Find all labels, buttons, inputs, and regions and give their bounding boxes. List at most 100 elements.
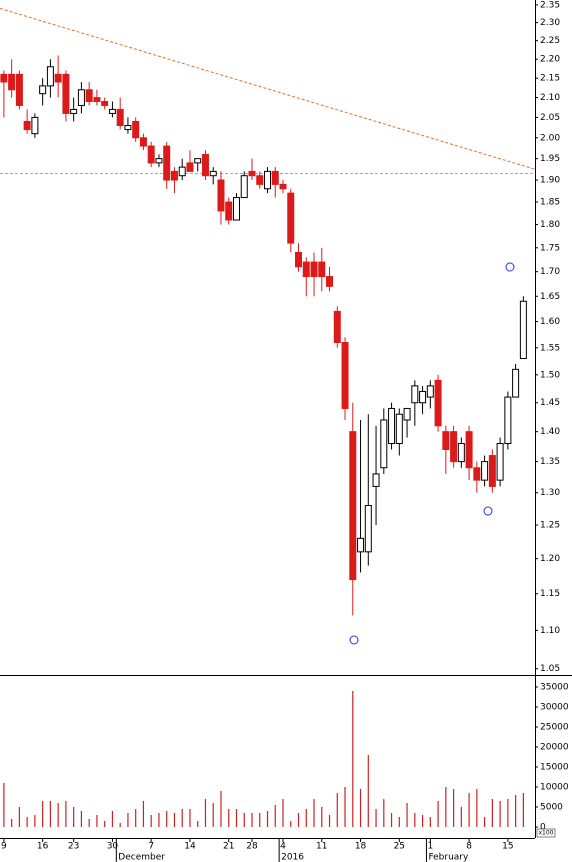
y-tick-label: 2.35 (540, 0, 560, 10)
candle-body (419, 390, 427, 404)
candle-body (70, 108, 78, 114)
candle-body (403, 407, 411, 421)
y-tick-label: 2.10 (540, 93, 560, 103)
candle-body (77, 89, 85, 106)
x-tick-label: 30 (107, 842, 119, 852)
candle-body (108, 108, 116, 114)
y-tick-label: 1.80 (540, 220, 560, 230)
candle-body (519, 300, 527, 359)
month-label: February (428, 853, 469, 862)
candle-body (116, 108, 124, 127)
y-tick-label: 1.90 (540, 176, 560, 186)
candle-body (333, 310, 341, 343)
candle-body (380, 419, 388, 469)
candle-body (186, 162, 194, 172)
candle-body (8, 73, 16, 91)
signal-icon (349, 635, 359, 645)
x-tick-label: 16 (37, 842, 49, 852)
candle-body (256, 175, 264, 185)
y-tick-label: 1.85 (540, 198, 560, 208)
candle-body (473, 467, 481, 481)
y-tick-label: 2.05 (540, 113, 560, 123)
candle-body (209, 170, 217, 177)
signal-icons (349, 262, 515, 645)
candle-body (139, 137, 147, 147)
signal-icon (483, 506, 493, 516)
candle-body (481, 461, 489, 481)
candle-body (349, 431, 357, 581)
candle-body (217, 179, 225, 212)
y-tick-label: 1.70 (540, 267, 560, 277)
candle-body (496, 443, 504, 481)
candle-body (357, 537, 365, 553)
candle-body (155, 158, 163, 164)
candle-body (46, 66, 54, 87)
candle-body (15, 73, 23, 106)
candle-body (372, 473, 380, 487)
y-tick-label: 2.15 (540, 74, 560, 84)
candle-body (434, 379, 442, 427)
candle-body (101, 101, 109, 106)
candle-body (163, 145, 171, 181)
candle-body (287, 192, 295, 244)
y-tick-label: 1.55 (540, 343, 560, 353)
volume-unit: x100 (538, 830, 553, 837)
x-tick-label: 7 (148, 842, 154, 852)
candle-body (225, 201, 233, 221)
y-tick-label: 15000 (540, 763, 569, 773)
y-tick-label: 1.50 (540, 370, 560, 380)
y-tick-label: 1.30 (540, 488, 560, 498)
y-tick-label: 5000 (540, 803, 563, 813)
candle-body (450, 431, 458, 463)
candle-body (124, 125, 132, 131)
candle-body (302, 261, 310, 278)
candle-body (388, 407, 396, 445)
candle-body (194, 158, 202, 164)
y-tick-label: 2.25 (540, 36, 560, 46)
candle-body (310, 261, 318, 278)
candle-body (512, 368, 520, 398)
y-tick-label: 1.65 (540, 292, 560, 302)
y-tick-label: 1.75 (540, 243, 560, 253)
candle-body (488, 455, 496, 487)
y-tick-label: 1.10 (540, 626, 560, 636)
candle-body (170, 170, 178, 181)
candle-body (457, 443, 465, 463)
candle-body (442, 431, 450, 451)
y-tick-label: 1.95 (540, 154, 560, 164)
x-tick-label: 23 (68, 842, 79, 852)
x-tick-label: 15 (502, 842, 513, 852)
unit-box (536, 828, 556, 838)
candle-body (62, 73, 70, 114)
y-tick-label: 2.30 (540, 18, 560, 28)
x-tick-label: 21 (223, 842, 234, 852)
y-tick-label: 1.35 (540, 457, 560, 467)
x-tick-label: 11 (316, 842, 327, 852)
candle-body (395, 413, 403, 445)
y-tick-label: 1.60 (540, 317, 560, 327)
y-tick-label: 10000 (540, 783, 569, 793)
candle-body (426, 385, 434, 398)
candle-body (23, 120, 31, 131)
y-tick-label: 20000 (540, 743, 569, 753)
candle-body (39, 85, 47, 95)
candle-body (178, 166, 186, 177)
y-tick-label: 2.20 (540, 55, 560, 65)
candle-body (504, 396, 512, 445)
x-tick-label: 9 (1, 842, 7, 852)
y-tick-label: 1.20 (540, 554, 560, 564)
candle-body (411, 385, 419, 404)
x-tick-label: 1 (427, 842, 433, 852)
candle-body (341, 341, 349, 409)
y-tick-label: 1.05 (540, 664, 560, 674)
candle-body (232, 197, 240, 221)
y-tick-label: 35000 (540, 683, 569, 693)
signal-icon (505, 262, 515, 272)
candle-body (93, 97, 101, 103)
y-tick-label: 25000 (540, 723, 569, 733)
candle-body (0, 73, 8, 83)
x-tick-label: 28 (246, 842, 258, 852)
